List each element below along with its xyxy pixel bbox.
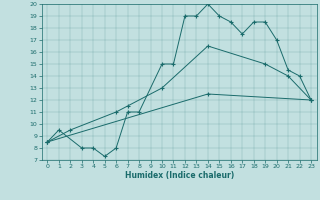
X-axis label: Humidex (Indice chaleur): Humidex (Indice chaleur) xyxy=(124,171,234,180)
